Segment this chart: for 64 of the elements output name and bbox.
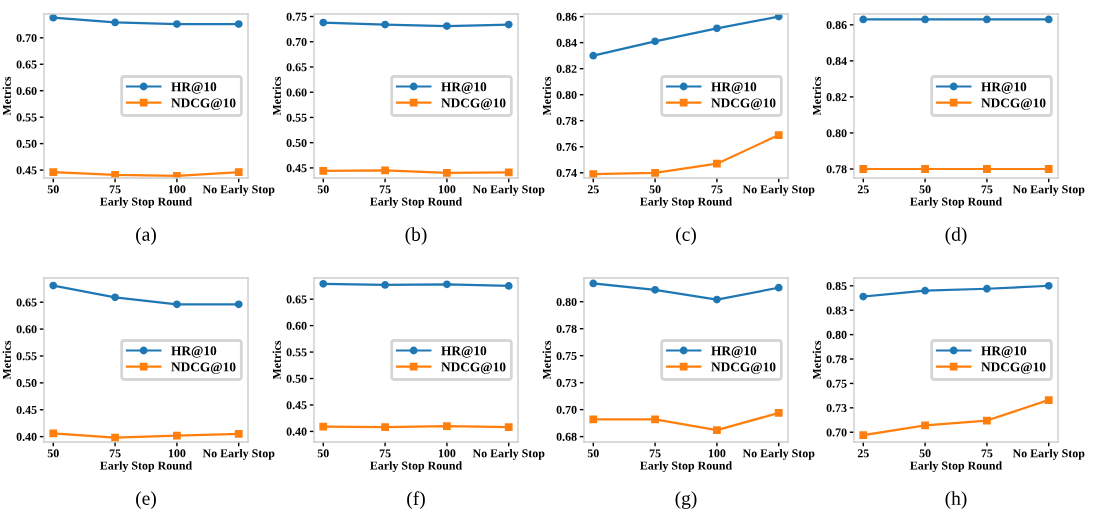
point	[983, 284, 991, 293]
point	[111, 18, 119, 27]
point	[381, 20, 389, 29]
point	[774, 283, 783, 292]
text: (d)	[945, 227, 967, 245]
text: (c)	[676, 227, 696, 245]
point	[443, 22, 451, 30]
point	[589, 51, 598, 60]
text: (a)	[136, 227, 156, 245]
text: (f)	[407, 491, 425, 510]
point	[589, 170, 598, 178]
point	[49, 168, 58, 177]
point	[774, 131, 783, 139]
point	[319, 167, 328, 175]
point	[651, 415, 659, 424]
point	[111, 293, 119, 302]
point	[381, 280, 389, 289]
point	[713, 426, 721, 435]
point	[589, 415, 598, 424]
point	[774, 408, 783, 417]
point	[504, 168, 513, 177]
text: (g)	[675, 491, 697, 509]
point	[774, 14, 783, 21]
point	[49, 281, 58, 290]
point	[921, 421, 929, 430]
point	[983, 416, 991, 425]
point	[504, 20, 513, 29]
point	[859, 292, 868, 301]
point	[443, 169, 451, 177]
text: (b)	[405, 227, 427, 245]
point	[173, 300, 181, 309]
point	[234, 430, 243, 438]
point	[859, 431, 868, 440]
point	[234, 20, 243, 28]
point	[713, 159, 721, 168]
text: (e)	[136, 491, 156, 509]
point	[381, 166, 389, 175]
point	[651, 37, 659, 46]
point	[713, 24, 721, 33]
point	[651, 285, 659, 294]
point	[173, 431, 181, 440]
point	[589, 279, 598, 288]
point	[504, 282, 513, 290]
point	[111, 433, 119, 442]
point	[921, 286, 929, 295]
point	[1044, 396, 1053, 404]
point	[504, 423, 513, 432]
point	[713, 295, 721, 304]
point	[111, 170, 119, 178]
point	[173, 171, 181, 178]
point	[443, 422, 451, 431]
point	[319, 18, 328, 27]
point	[234, 300, 243, 309]
point	[1044, 281, 1053, 290]
point	[173, 20, 181, 28]
point	[234, 168, 243, 177]
point	[319, 279, 328, 288]
point	[443, 280, 451, 289]
text: (h)	[945, 491, 967, 509]
point	[651, 168, 659, 177]
point	[319, 422, 328, 431]
point	[49, 14, 58, 22]
point	[381, 423, 389, 432]
point	[49, 429, 58, 438]
